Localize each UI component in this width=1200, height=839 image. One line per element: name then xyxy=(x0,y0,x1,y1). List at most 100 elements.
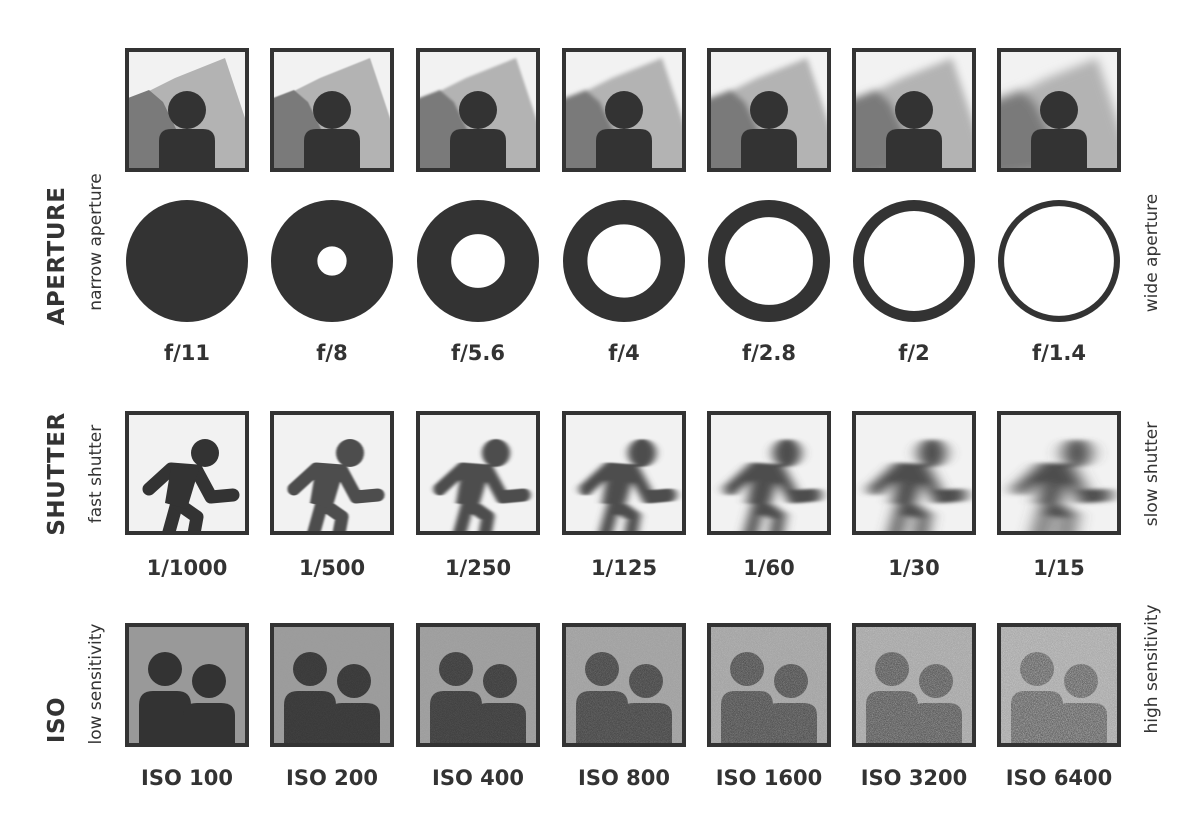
aperture-wide-label: wide aperture xyxy=(1142,193,1162,313)
sensor-noise-wash xyxy=(418,625,538,745)
runner-torso-icon xyxy=(747,467,781,509)
aperture-photo-0 xyxy=(125,48,249,172)
aperture-ring-shape xyxy=(417,200,539,322)
aperture-ring-shape xyxy=(563,200,685,322)
photo-frame xyxy=(707,48,831,172)
runner-torso-icon xyxy=(456,467,490,509)
photo-frame xyxy=(852,411,976,535)
runner-head-icon xyxy=(628,439,656,467)
iso-photo-4 xyxy=(707,623,831,747)
sensor-noise-wash xyxy=(272,625,392,745)
shutter-photo-6 xyxy=(997,411,1121,535)
aperture-ring-shape xyxy=(271,200,393,322)
aperture-ring-3 xyxy=(563,200,685,322)
shutter-fast-label: fast shutter xyxy=(86,424,106,524)
aperture-photo-4 xyxy=(707,48,831,172)
iso-photo-1 xyxy=(270,623,394,747)
runner-limb-icon xyxy=(1062,464,1112,504)
photo-frame xyxy=(270,411,394,535)
person-head-icon xyxy=(459,91,497,129)
sensor-noise-overlay xyxy=(709,625,829,745)
photo-frame xyxy=(707,411,831,535)
photo-frame xyxy=(270,623,394,747)
person-body-icon xyxy=(741,129,797,170)
shutter-value-label: 1/125 xyxy=(590,556,658,580)
aperture-narrow-label: narrow aperture xyxy=(86,173,106,311)
aperture-photo-2 xyxy=(416,48,540,172)
aperture-ring-0 xyxy=(126,200,248,322)
aperture-ring-2 xyxy=(417,200,539,322)
aperture-value-label: f/1.4 xyxy=(1031,341,1086,365)
photo-frame xyxy=(562,48,686,172)
person-body-icon xyxy=(304,129,360,170)
iso-value-label: ISO 800 xyxy=(578,766,670,790)
iso-value-label: ISO 100 xyxy=(141,766,233,790)
iso-title: ISO xyxy=(44,696,70,744)
runner-head-icon xyxy=(482,439,510,467)
aperture-ring-5 xyxy=(853,200,975,322)
runner-head-icon xyxy=(336,439,364,467)
shutter-photo-5 xyxy=(852,411,976,535)
aperture-value-label: f/11 xyxy=(163,341,211,365)
person-body-icon xyxy=(1031,129,1087,170)
person-body-icon xyxy=(886,129,942,170)
person-head-icon xyxy=(895,91,933,129)
person-head-icon xyxy=(750,91,788,129)
iso-value-label: ISO 3200 xyxy=(860,766,968,790)
person-head-icon xyxy=(1040,91,1078,129)
sensor-noise-wash xyxy=(999,625,1119,745)
aperture-photo-6 xyxy=(997,48,1121,172)
photo-frame xyxy=(562,411,686,535)
shutter-value-label: 1/15 xyxy=(1033,556,1085,580)
runner-head-icon xyxy=(918,439,946,467)
people-group-icon xyxy=(148,652,182,686)
photo-frame xyxy=(416,623,540,747)
sensor-noise-overlay xyxy=(564,625,684,745)
runner-torso-icon xyxy=(310,467,344,509)
shutter-value-label: 1/250 xyxy=(444,556,512,580)
iso-photo-2 xyxy=(416,623,540,747)
aperture-ring-4 xyxy=(708,200,830,322)
iso-low-label: low sensitivity xyxy=(86,623,106,745)
shutter-value-label: 1/30 xyxy=(888,556,940,580)
runner-torso-icon xyxy=(892,467,926,509)
aperture-value-label: f/2.8 xyxy=(741,341,796,365)
shutter-photo-2 xyxy=(416,411,540,535)
shutter-value-label: 1/60 xyxy=(743,556,795,580)
runner-limb-icon xyxy=(772,464,822,504)
person-body-icon xyxy=(450,129,506,170)
aperture-ring-shape xyxy=(126,200,248,322)
shutter-photo-3 xyxy=(562,411,686,535)
photo-frame xyxy=(852,48,976,172)
aperture-photo-3 xyxy=(562,48,686,172)
shutter-photo-0 xyxy=(125,411,249,535)
sensor-noise-wash xyxy=(854,625,974,745)
runner-limb-icon xyxy=(917,464,967,504)
aperture-value-label: f/8 xyxy=(316,341,348,365)
aperture-value-label: f/5.6 xyxy=(450,341,505,365)
photo-frame xyxy=(125,623,249,747)
sensor-noise-overlay xyxy=(999,625,1119,745)
shutter-value-label: 1/500 xyxy=(298,556,366,580)
runner-torso-icon xyxy=(1037,467,1071,509)
people-group-icon xyxy=(139,691,191,745)
iso-photo-3 xyxy=(562,623,686,747)
runner-limb-icon xyxy=(190,464,240,504)
aperture-photo-5 xyxy=(852,48,976,172)
photo-frame xyxy=(270,48,394,172)
person-body-icon xyxy=(159,129,215,170)
photo-frame xyxy=(707,623,831,747)
photo-frame xyxy=(852,623,976,747)
shutter-photo-1 xyxy=(270,411,394,535)
runner-head-icon xyxy=(1063,439,1091,467)
runner-head-icon xyxy=(191,439,219,467)
aperture-value-label: f/4 xyxy=(608,341,640,365)
runner-limb-icon xyxy=(627,464,677,504)
aperture-ring-6 xyxy=(997,199,1121,323)
iso-photo-0 xyxy=(125,623,249,747)
people-group-icon xyxy=(192,664,226,698)
runner-torso-icon xyxy=(165,467,199,509)
aperture-ring-shape xyxy=(997,199,1121,323)
aperture-ring-shape xyxy=(853,200,975,322)
runner-limb-icon xyxy=(481,464,531,504)
